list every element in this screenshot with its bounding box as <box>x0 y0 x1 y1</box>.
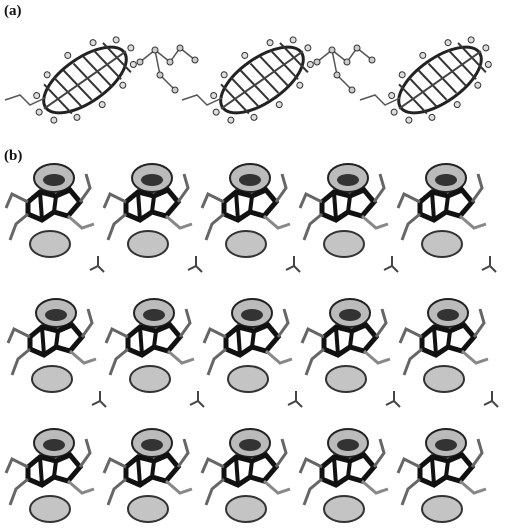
bond <box>236 192 238 220</box>
ring-bottom <box>324 231 364 257</box>
ring-bottom <box>226 231 266 257</box>
ring-bottom <box>226 496 266 522</box>
atom <box>137 59 143 65</box>
bond <box>446 196 448 212</box>
atom <box>167 59 173 65</box>
ring-bottom <box>30 496 70 522</box>
atom <box>152 47 158 53</box>
ring-top-inner <box>337 174 359 186</box>
ring-top-inner <box>239 174 261 186</box>
ring-top-inner <box>45 309 67 321</box>
bond <box>432 192 434 220</box>
bond <box>154 331 156 347</box>
ring-bottom <box>422 231 462 257</box>
bond <box>432 457 434 485</box>
bond <box>236 457 238 485</box>
ring-top-inner <box>43 174 65 186</box>
ring-bottom <box>130 366 170 392</box>
atom <box>354 45 360 51</box>
ring-bottom <box>128 496 168 522</box>
atom <box>314 59 320 65</box>
atom <box>157 72 163 78</box>
bond <box>40 192 42 220</box>
bond <box>152 461 154 477</box>
bond <box>348 196 350 212</box>
atom <box>334 72 340 78</box>
bond <box>348 461 350 477</box>
ring-top-inner <box>241 309 263 321</box>
ring-top-inner <box>43 439 65 451</box>
bond <box>138 192 140 220</box>
atom <box>192 57 198 63</box>
atom <box>344 59 350 65</box>
page: (a) (b) (() => { const data = JSON.parse… <box>0 0 513 531</box>
ring-top-inner <box>339 309 361 321</box>
ring-bottom <box>30 231 70 257</box>
bond <box>140 327 142 355</box>
atom <box>349 87 355 93</box>
atom <box>172 87 178 93</box>
ring-bottom <box>324 496 364 522</box>
figure: (a) (b) <box>0 0 513 531</box>
bond <box>250 196 252 212</box>
atom <box>177 45 183 51</box>
bond <box>448 331 450 347</box>
ring-top-inner <box>435 174 457 186</box>
bond <box>252 331 254 347</box>
bond <box>336 327 338 355</box>
bond <box>334 457 336 485</box>
ring-bottom <box>128 231 168 257</box>
ring-top-inner <box>143 309 165 321</box>
panel-label: (a) <box>4 3 22 19</box>
bond <box>238 327 240 355</box>
ring-top-inner <box>239 439 261 451</box>
bond <box>56 331 58 347</box>
ring-bottom <box>326 366 366 392</box>
bond <box>350 331 352 347</box>
ring-top-inner <box>437 309 459 321</box>
ring-bottom <box>422 496 462 522</box>
bond <box>250 461 252 477</box>
atom <box>369 57 375 63</box>
bond <box>40 457 42 485</box>
bond <box>334 192 336 220</box>
ring-bottom <box>32 366 72 392</box>
ring-top-inner <box>337 439 359 451</box>
ring-top-inner <box>141 174 163 186</box>
ring-bottom <box>424 366 464 392</box>
bond <box>152 196 154 212</box>
bond <box>446 461 448 477</box>
bond <box>434 327 436 355</box>
ring-bottom <box>228 366 268 392</box>
atom <box>329 47 335 53</box>
bond <box>54 196 56 212</box>
bond <box>42 327 44 355</box>
bond <box>54 461 56 477</box>
ring-top-inner <box>435 439 457 451</box>
ring-top-inner <box>141 439 163 451</box>
bond <box>138 457 140 485</box>
panel-label: (b) <box>4 148 22 164</box>
